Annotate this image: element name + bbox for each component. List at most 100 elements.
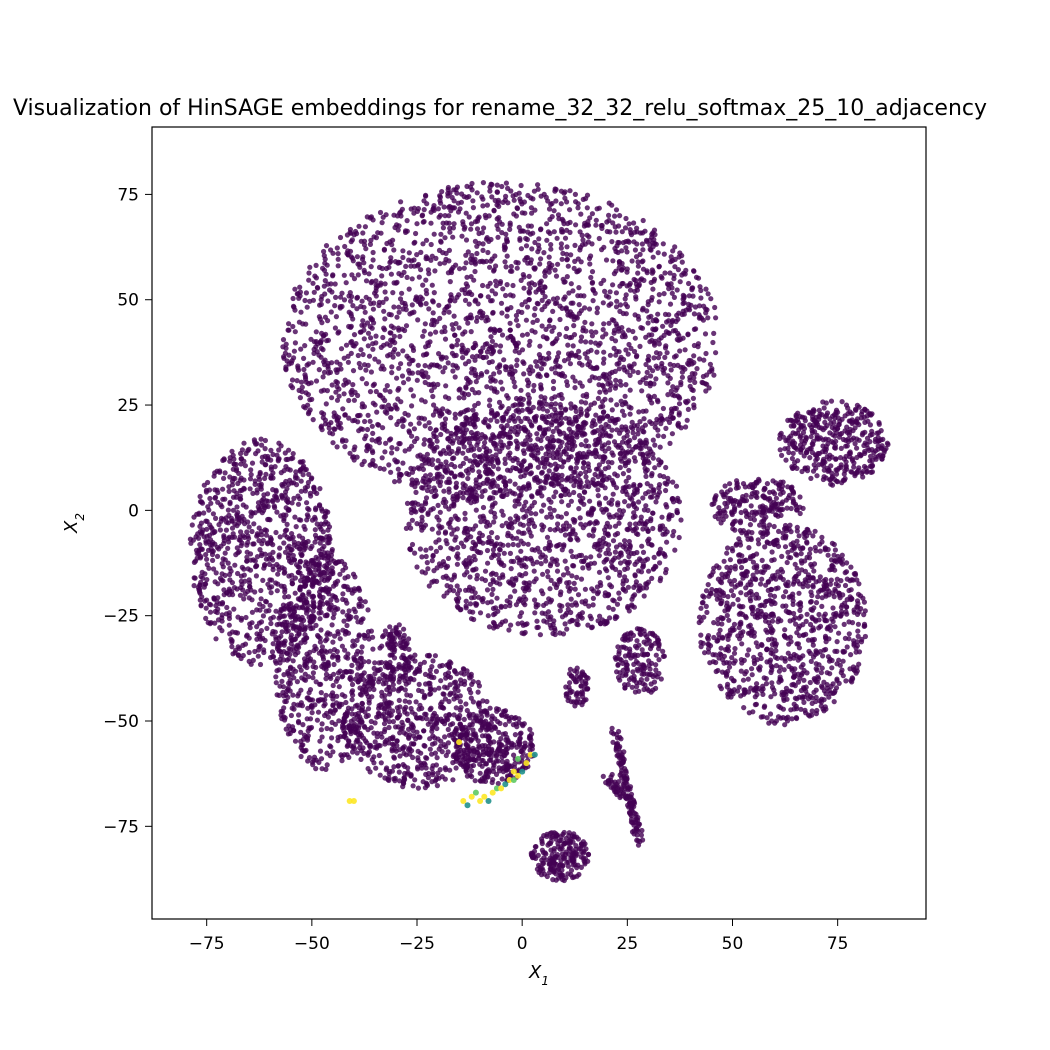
- scatter-point: [291, 348, 297, 354]
- scatter-point: [316, 367, 322, 373]
- scatter-point: [381, 308, 387, 314]
- scatter-point: [330, 431, 336, 437]
- scatter-point: [325, 370, 332, 376]
- scatter-point: [388, 323, 394, 329]
- scatter-point: [572, 517, 578, 524]
- scatter-point: [686, 293, 692, 299]
- scatter-point: [206, 507, 212, 513]
- scatter-point: [276, 554, 282, 560]
- scatter-point: [214, 487, 220, 493]
- scatter-point: [521, 458, 527, 464]
- scatter-point: [249, 597, 255, 603]
- scatter-point: [643, 380, 649, 386]
- scatter-point: [286, 573, 292, 579]
- scatter-point: [632, 288, 638, 294]
- scatter-point: [342, 444, 348, 450]
- scatter-point: [408, 421, 414, 427]
- scatter-point: [524, 508, 530, 514]
- scatter-point: [257, 547, 263, 553]
- scatter-point: [507, 320, 513, 326]
- scatter-point: [573, 222, 579, 228]
- scatter-point: [546, 539, 553, 545]
- scatter-point: [292, 307, 298, 313]
- scatter-point: [612, 385, 619, 391]
- scatter-point: [386, 264, 392, 270]
- scatter-point: [292, 514, 298, 520]
- scatter-point: [556, 429, 562, 435]
- scatter-point: [640, 451, 646, 457]
- scatter-point: [686, 357, 692, 364]
- scatter-point: [626, 467, 632, 473]
- scatter-point: [574, 269, 580, 275]
- scatter-point: [242, 521, 248, 527]
- scatter-point: [190, 537, 196, 543]
- scatter-point: [295, 493, 301, 499]
- scatter-point: [317, 486, 323, 492]
- scatter-point: [596, 342, 602, 348]
- scatter-point: [485, 283, 491, 289]
- scatter-point: [391, 304, 397, 310]
- scatter-point: [546, 206, 553, 212]
- scatter-point: [258, 596, 264, 602]
- scatter-point: [552, 527, 558, 533]
- scatter-point: [454, 526, 460, 532]
- scatter-point: [380, 214, 386, 220]
- scatter-point: [662, 345, 669, 351]
- scatter-point: [273, 608, 279, 614]
- scatter-point: [679, 374, 686, 380]
- scatter-point: [367, 324, 373, 330]
- scatter-point: [406, 286, 412, 292]
- scatter-point: [341, 391, 347, 397]
- scatter-point: [430, 310, 436, 316]
- scatter-point: [369, 448, 375, 454]
- scatter-point: [631, 276, 637, 283]
- scatter-point: [567, 312, 573, 318]
- scatter-point: [325, 337, 331, 343]
- scatter-point: [676, 332, 682, 338]
- scatter-point: [597, 389, 603, 395]
- scatter-point: [321, 283, 327, 289]
- scatter-point: [227, 631, 233, 637]
- scatter-point: [586, 532, 592, 538]
- scatter-point: [496, 215, 502, 221]
- scatter-point: [441, 204, 447, 210]
- scatter-point: [447, 203, 453, 210]
- scatter-point: [521, 450, 527, 456]
- scatter-point: [489, 182, 495, 188]
- scatter-point: [361, 336, 367, 342]
- scatter-point: [436, 302, 442, 308]
- scatter-point: [602, 527, 608, 533]
- scatter-point: [268, 616, 274, 622]
- scatter-point: [656, 489, 663, 495]
- scatter-point: [241, 596, 247, 602]
- scatter-point: [367, 418, 373, 424]
- scatter-point: [390, 349, 396, 355]
- scatter-point: [611, 317, 617, 324]
- scatter-point: [497, 448, 503, 455]
- scatter-point: [598, 424, 604, 430]
- scatter-point: [505, 200, 511, 206]
- scatter-point: [603, 421, 609, 428]
- scatter-point: [603, 430, 609, 436]
- scatter-point: [442, 235, 448, 241]
- scatter-point: [498, 379, 504, 385]
- scatter-point: [524, 331, 531, 337]
- scatter-point: [532, 329, 538, 335]
- scatter-point: [616, 430, 623, 436]
- scatter-point: [519, 302, 525, 308]
- scatter-point: [478, 293, 484, 299]
- scatter-point: [634, 422, 641, 429]
- scatter-point: [556, 331, 563, 337]
- scatter-point: [540, 571, 546, 577]
- scatter-point: [497, 327, 503, 333]
- scatter-point: [593, 329, 599, 335]
- scatter-point: [499, 332, 506, 338]
- scatter-point: [630, 430, 636, 436]
- scatter-point: [485, 317, 491, 323]
- scatter-point: [553, 198, 559, 204]
- scatter-point: [255, 448, 261, 454]
- scatter-point: [486, 346, 492, 352]
- scatter-point: [304, 304, 310, 310]
- scatter-point: [639, 241, 646, 247]
- scatter-point: [594, 305, 601, 311]
